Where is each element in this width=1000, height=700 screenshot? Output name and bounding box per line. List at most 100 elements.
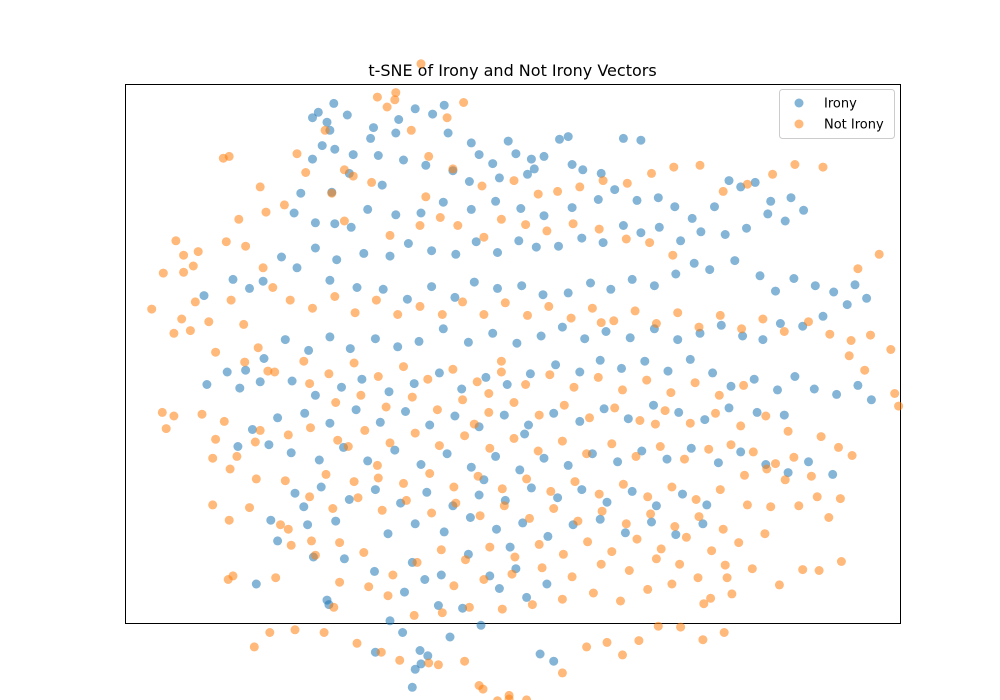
irony-point [783, 468, 793, 478]
not-irony-point [449, 581, 459, 591]
not-irony-point [693, 573, 703, 583]
not-irony-point [188, 261, 198, 271]
irony-point [779, 410, 789, 420]
not-irony-point [500, 298, 510, 308]
not-irony-point [218, 153, 228, 163]
legend-marker-not-irony [794, 119, 804, 129]
irony-point [563, 288, 573, 298]
irony-point [345, 344, 355, 354]
not-irony-point [477, 181, 487, 191]
irony-point [385, 251, 395, 261]
irony-point [266, 515, 276, 525]
irony-point [708, 368, 718, 378]
not-irony-point [714, 390, 724, 400]
not-irony-point [382, 102, 392, 112]
not-irony-point [660, 406, 670, 416]
irony-point [425, 420, 435, 430]
not-irony-point [263, 366, 273, 376]
not-irony-point [597, 506, 607, 516]
not-irony-point [241, 241, 251, 251]
irony-point [730, 256, 740, 266]
not-irony-point [825, 329, 835, 339]
irony-point [736, 447, 746, 457]
not-irony-point [499, 501, 509, 511]
irony-point [325, 275, 335, 285]
not-irony-point [261, 207, 271, 217]
irony-point [199, 291, 209, 301]
not-irony-point [558, 549, 568, 559]
not-irony-point [460, 656, 470, 666]
irony-point [632, 195, 642, 205]
irony-point [786, 193, 796, 203]
irony-point [300, 408, 310, 418]
irony-point [369, 123, 378, 133]
irony-point [804, 457, 813, 467]
not-irony-point [268, 283, 278, 292]
not-irony-point [587, 303, 597, 313]
not-irony-point [758, 314, 768, 324]
legend-label-irony: Irony [824, 97, 857, 112]
irony-point [522, 592, 532, 602]
irony-point [651, 501, 661, 511]
irony-point [410, 104, 420, 114]
not-irony-point [509, 176, 519, 186]
not-irony-point [335, 538, 345, 548]
not-irony-point [497, 484, 507, 494]
irony-point [357, 374, 367, 384]
irony-point [375, 417, 385, 427]
irony-point [450, 292, 460, 302]
not-irony-point [393, 310, 403, 319]
not-irony-point [557, 594, 567, 604]
not-irony-point [779, 327, 789, 336]
not-irony-point [383, 591, 393, 601]
not-irony-point [694, 512, 704, 522]
irony-point [491, 451, 501, 461]
irony-point [538, 290, 548, 300]
not-irony-point [327, 188, 337, 198]
not-irony-point [475, 511, 485, 521]
irony-point [286, 448, 296, 458]
not-irony-point [607, 547, 617, 557]
irony-point [366, 133, 376, 143]
not-irony-point [583, 537, 593, 547]
irony-point [410, 519, 420, 529]
irony-point [439, 527, 449, 537]
not-irony-point [673, 308, 683, 318]
not-irony-point [234, 214, 244, 224]
irony-point [273, 536, 283, 546]
irony-point [575, 367, 585, 377]
irony-point [598, 238, 608, 248]
irony-point [258, 276, 268, 286]
not-irony-point [415, 301, 425, 311]
not-irony-point [766, 502, 776, 512]
irony-point [308, 154, 317, 164]
not-irony-point [496, 356, 506, 366]
not-irony-point [401, 495, 411, 505]
irony-point [415, 646, 425, 655]
not-irony-point [645, 238, 655, 248]
not-irony-point [812, 492, 822, 502]
not-irony-point [771, 459, 780, 469]
not-irony-point [328, 504, 338, 513]
irony-point [330, 219, 340, 229]
not-irony-point [460, 431, 470, 441]
irony-point [625, 333, 635, 343]
not-irony-point [680, 454, 689, 464]
not-irony-point [270, 367, 280, 377]
not-irony-point [553, 186, 563, 196]
irony-point [618, 221, 628, 230]
not-irony-point [534, 539, 544, 549]
irony-point [511, 149, 521, 159]
not-irony-point [290, 625, 300, 635]
irony-point [466, 462, 476, 472]
not-irony-point [533, 189, 543, 199]
not-irony-point [177, 314, 187, 324]
not-irony-point [621, 234, 631, 244]
irony-point [420, 575, 430, 584]
irony-point [325, 418, 335, 428]
not-irony-point [255, 425, 265, 435]
not-irony-point [596, 318, 606, 328]
irony-point [458, 603, 468, 613]
irony-point [359, 248, 369, 258]
